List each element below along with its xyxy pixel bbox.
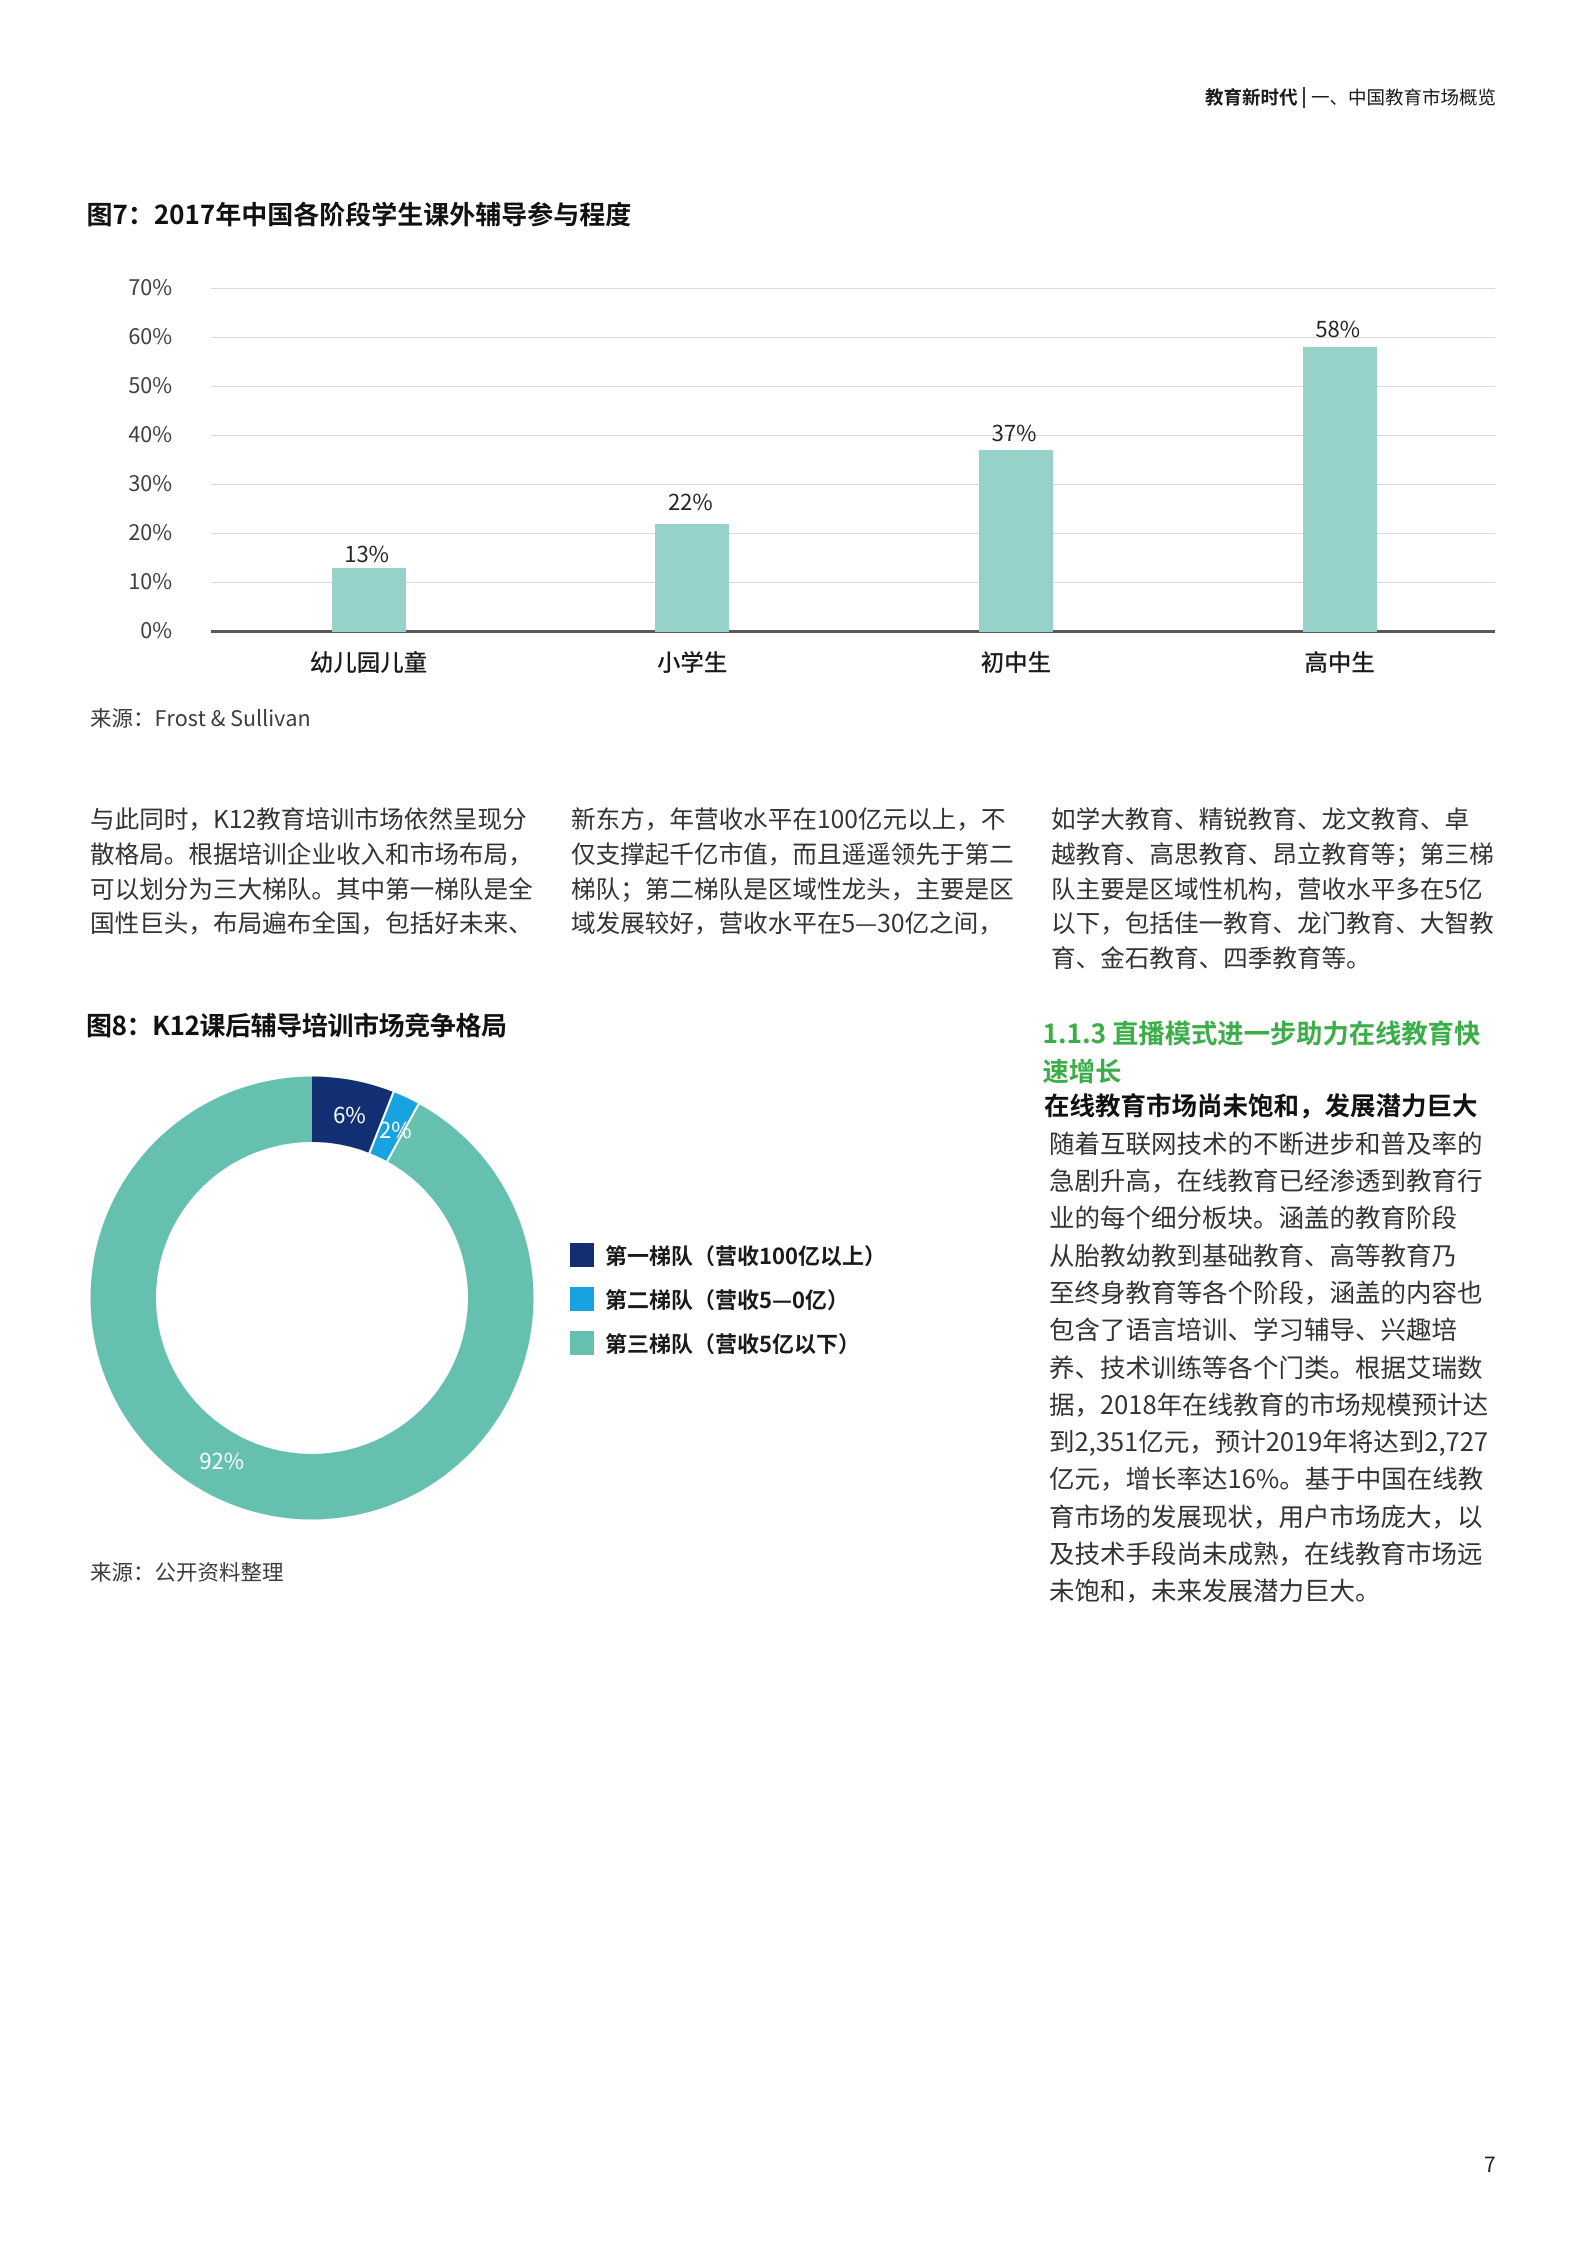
- svg-text:6%: 6%: [333, 1097, 365, 1129]
- svg-text:92%: 92%: [199, 1443, 244, 1475]
- svg-text:2%: 2%: [379, 1113, 411, 1145]
